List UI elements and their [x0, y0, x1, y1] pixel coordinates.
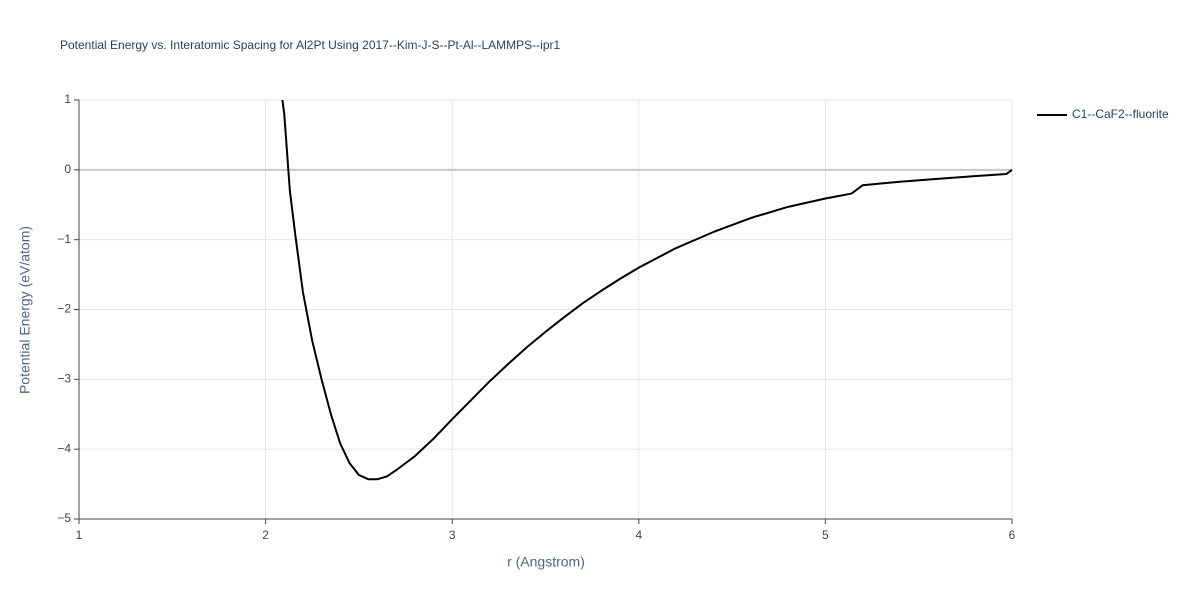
y-tick-label: −2	[57, 302, 71, 316]
x-tick-label: 2	[262, 528, 269, 542]
y-tick-label: 1	[64, 92, 71, 106]
x-axis-title: r (Angstrom)	[507, 554, 585, 570]
x-tick-label: 6	[1009, 528, 1016, 542]
plot-area	[281, 99, 1013, 481]
series-line	[281, 99, 1013, 481]
x-tick-label: 3	[449, 528, 456, 542]
x-tick-label: 4	[635, 528, 642, 542]
y-axis-title: Potential Energy (eV/atom)	[17, 226, 33, 394]
y-tick-label: 0	[64, 162, 71, 176]
chart-title: Potential Energy vs. Interatomic Spacing…	[60, 38, 560, 52]
y-tick-label: −3	[57, 372, 71, 386]
grid	[78, 99, 1013, 520]
x-tick-label: 5	[822, 528, 829, 542]
axes: 1 2 3 4 5 6 −5 −4 −3 −2 −1 0 1	[57, 92, 1015, 542]
y-tick-label: −1	[57, 232, 71, 246]
y-tick-label: −4	[57, 441, 71, 455]
x-tick-label: 1	[76, 528, 83, 542]
y-tick-label: −5	[57, 511, 71, 525]
legend-label: C1--CaF2--fluorite	[1072, 107, 1169, 121]
